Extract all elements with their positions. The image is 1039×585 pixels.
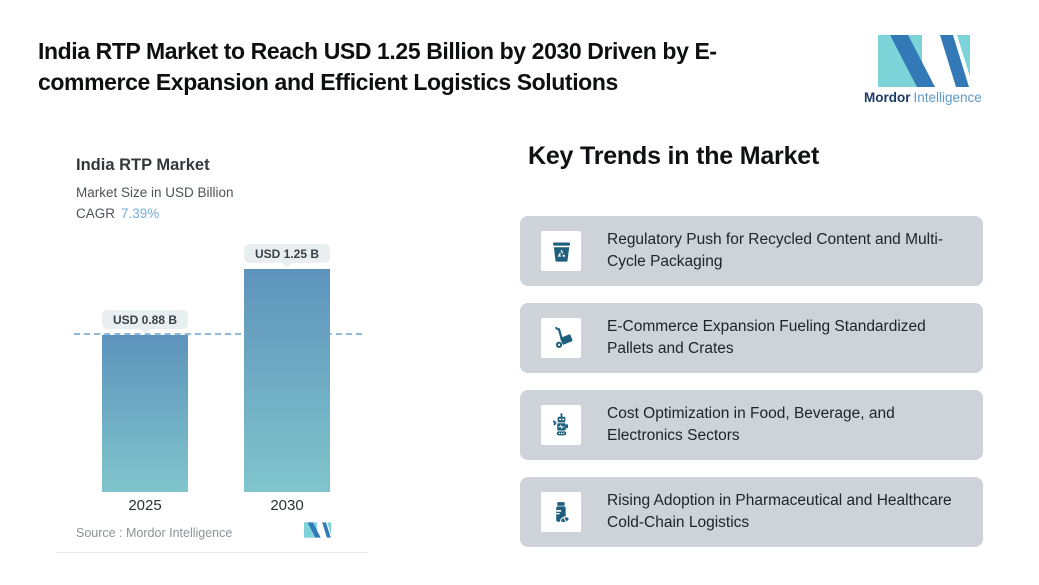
trend-icon-tile (541, 318, 581, 358)
trend-text: Rising Adoption in Pharmaceutical and He… (607, 491, 952, 532)
trend-card: Regulatory Push for Recycled Content and… (520, 216, 983, 286)
value-pill: USD 0.88 B (102, 310, 188, 334)
chart-subtitle: Market Size in USD Billion (76, 185, 234, 200)
hand-truck-icon (554, 326, 573, 348)
page-title: India RTP Market to Reach USD 1.25 Billi… (38, 38, 717, 95)
chart-cagr: CAGR 7.39% (76, 206, 159, 221)
brand-wordmark: Mordor Intelligence (864, 90, 989, 105)
mordor-mini-logo-icon (304, 522, 331, 538)
pill-tail (140, 329, 150, 334)
reference-dashed-line (74, 333, 362, 335)
cagr-value: 7.39% (121, 206, 160, 221)
cagr-label: CAGR (76, 206, 116, 221)
trends-heading: Key Trends in the Market (528, 142, 820, 170)
trend-card: Rising Adoption in Pharmaceutical and He… (520, 477, 983, 547)
trend-card: Cost Optimization in Food, Beverage, and… (520, 390, 983, 460)
pill-bottle-icon (555, 501, 570, 523)
market-size-chart: India RTP Market Market Size in USD Bill… (56, 140, 368, 553)
chart-bar (244, 269, 330, 492)
robot-icon (552, 412, 568, 435)
mordor-logo-icon (878, 35, 970, 87)
trend-icon-tile (541, 492, 581, 532)
chart-bar (102, 335, 188, 492)
value-pill-label: USD 1.25 B (244, 244, 330, 263)
value-pill-label: USD 0.88 B (102, 310, 188, 329)
trend-cards: Regulatory Push for Recycled Content and… (520, 216, 983, 547)
trend-card: E-Commerce Expansion Fueling Standardize… (520, 303, 983, 373)
trend-icon-tile (541, 231, 581, 271)
chart-title: India RTP Market (76, 156, 210, 174)
brand-name-secondary: Intelligence (913, 90, 982, 105)
recycle-bin-icon (552, 242, 570, 262)
source-label: Source : Mordor Intelligence (76, 526, 233, 540)
trend-text: Regulatory Push for Recycled Content and… (607, 230, 943, 271)
brand-name-primary: Mordor (864, 90, 911, 105)
trend-icon-tile (541, 405, 581, 445)
x-axis-label: 2030 (270, 497, 304, 514)
trend-text: Cost Optimization in Food, Beverage, and… (607, 404, 895, 445)
trend-text: E-Commerce Expansion Fueling Standardize… (607, 317, 926, 358)
brand-logo: Mordor Intelligence (864, 35, 989, 105)
x-axis-label: 2025 (128, 497, 162, 514)
pill-tail (282, 263, 292, 268)
value-pill: USD 1.25 B (244, 244, 330, 268)
